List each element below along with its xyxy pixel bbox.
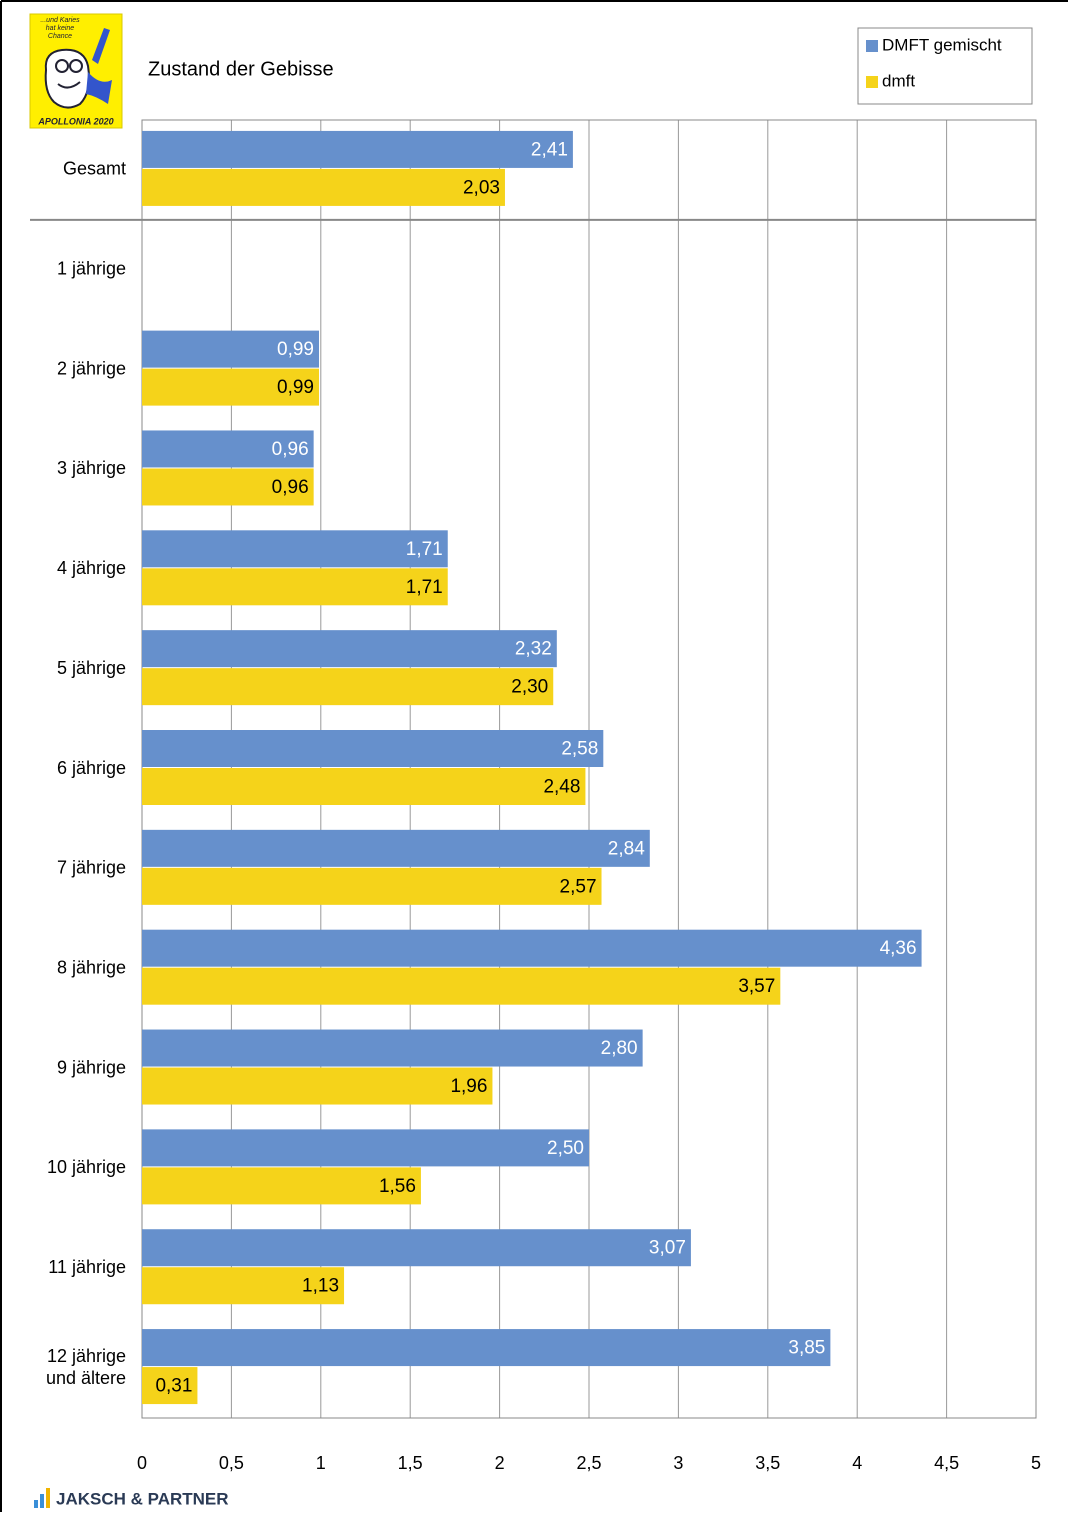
value-label: 1,56 [379, 1176, 416, 1197]
footer: JAKSCH & PARTNER [34, 1488, 229, 1508]
y-tick-label: 7 jährige [57, 858, 126, 878]
bar [142, 929, 922, 967]
value-label: 2,80 [601, 1038, 638, 1059]
x-tick-label: 1 [316, 1453, 326, 1473]
logo-eye [69, 59, 83, 73]
bar [142, 730, 604, 767]
x-tick-label: 4,5 [934, 1453, 959, 1473]
bar [142, 1067, 493, 1105]
x-tick-label: 2,5 [576, 1453, 601, 1473]
y-tick-label: 10 jährige [47, 1157, 126, 1177]
value-label: 1,71 [406, 539, 443, 560]
y-tick-label: Gesamt [63, 159, 126, 179]
x-tick-label: 2 [495, 1453, 505, 1473]
bar [142, 1229, 691, 1267]
value-label: 2,30 [511, 677, 548, 698]
logo-tooth [44, 48, 90, 109]
value-label: 1,96 [450, 1076, 487, 1097]
y-tick-label: 3 jährige [57, 458, 126, 478]
value-label: 2,58 [561, 739, 598, 760]
footer-icon [46, 1488, 50, 1508]
value-label: 0,96 [272, 477, 309, 498]
x-tick-label: 4 [852, 1453, 862, 1473]
value-label: 2,57 [560, 876, 597, 897]
value-label: 2,48 [543, 777, 580, 798]
value-label: 4,36 [880, 938, 917, 959]
x-tick-label: 0,5 [219, 1453, 244, 1473]
legend-label: dmft [882, 71, 915, 90]
logo-mouth [57, 81, 81, 89]
bar [142, 867, 602, 905]
logo-eye [55, 59, 69, 73]
bar [142, 1167, 421, 1205]
bar [142, 967, 781, 1005]
footer-icon [40, 1494, 44, 1508]
legend-box [857, 27, 1033, 105]
y-tick-label: 1 jährige [57, 259, 126, 279]
value-label: 1,13 [302, 1276, 339, 1297]
bar [142, 768, 586, 805]
value-label: 0,99 [277, 339, 314, 360]
bar [142, 630, 557, 668]
value-label: 2,41 [531, 139, 568, 160]
x-tick-label: 5 [1031, 1453, 1041, 1473]
y-tick-label: 8 jährige [57, 957, 126, 977]
x-tick-label: 3,5 [755, 1453, 780, 1473]
logo-text: ...und Karies [40, 17, 80, 24]
y-tick-label: 2 jährige [57, 358, 126, 378]
footer-icon [34, 1500, 38, 1508]
value-label: 3,85 [788, 1338, 825, 1359]
legend-label: DMFT gemischt [882, 35, 1002, 54]
x-tick-label: 3 [673, 1453, 683, 1473]
value-label: 0,96 [272, 439, 309, 460]
value-label: 3,07 [649, 1238, 686, 1259]
footer-text: JAKSCH & PARTNER [56, 1489, 229, 1508]
x-tick-label: 0 [137, 1453, 147, 1473]
bar [142, 1367, 198, 1405]
value-label: 2,32 [515, 639, 552, 660]
bar [142, 1029, 643, 1067]
value-label: 0,31 [155, 1376, 192, 1397]
y-tick-label: 9 jährige [57, 1057, 126, 1077]
value-label: 3,57 [738, 976, 775, 997]
logo-brush [92, 28, 110, 64]
bar [142, 168, 505, 206]
value-label: 2,84 [608, 838, 645, 859]
legend-swatch [866, 40, 878, 52]
logo-text: Chance [48, 33, 72, 40]
bar [142, 1329, 831, 1367]
logo-caption: APOLLONIA 2020 [37, 116, 113, 126]
y-tick-label: 11 jährige [48, 1257, 126, 1277]
value-label: 2,50 [547, 1138, 584, 1159]
bar [142, 668, 554, 706]
bar [142, 130, 573, 168]
y-tick-label: 6 jährige [57, 758, 126, 778]
bar [142, 330, 320, 368]
y-tick-label: 5 jährige [57, 658, 126, 678]
y-tick-label: 4 jährige [57, 558, 126, 578]
legend-swatch [866, 76, 878, 88]
bar [142, 568, 448, 606]
bar [142, 1267, 345, 1305]
bar [142, 1129, 589, 1167]
value-label: 2,03 [463, 177, 500, 198]
value-label: 1,71 [406, 577, 443, 598]
chart-title: Zustand der Gebisse [148, 58, 334, 80]
bar [142, 829, 650, 867]
x-tick-label: 1,5 [398, 1453, 423, 1473]
y-tick-label: 12 jährige und ältere [46, 1346, 126, 1388]
bar [142, 468, 314, 506]
logo-arm [86, 72, 112, 104]
bar [142, 430, 314, 468]
value-label: 0,99 [277, 377, 314, 398]
logo-text: hat keine [46, 25, 75, 32]
bar [142, 368, 320, 406]
bar [142, 530, 448, 568]
